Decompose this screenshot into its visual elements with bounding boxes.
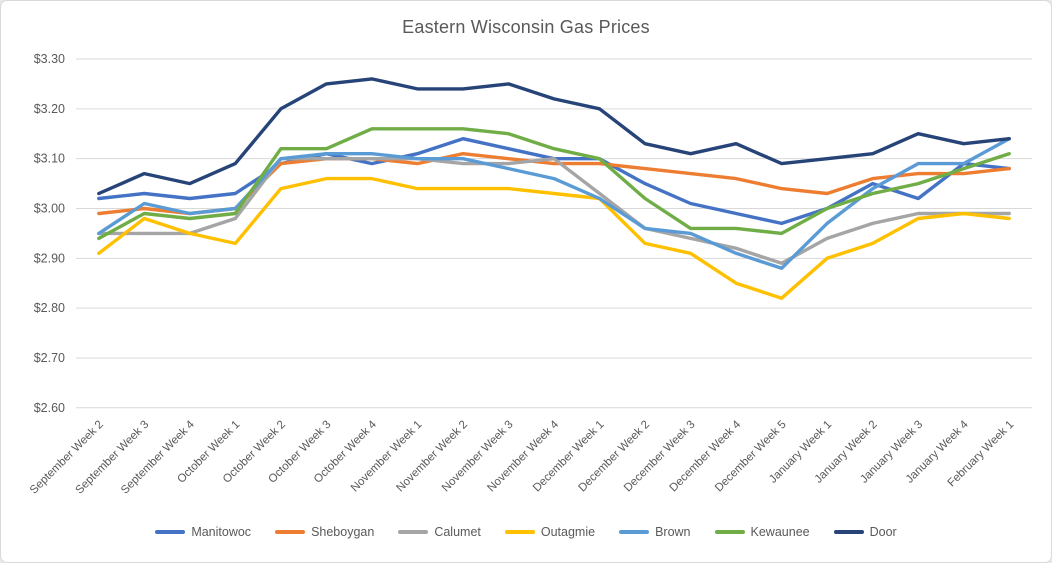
series-line-outagmie (97, 176, 1011, 300)
legend-item-door[interactable]: Door (833, 525, 897, 539)
legend-label: Manitowoc (191, 525, 252, 539)
legend-swatch-kewaunee (714, 530, 745, 534)
y-tick-label: $3.20 (34, 102, 65, 116)
legend-item-kewaunee[interactable]: Kewaunee (714, 525, 810, 539)
y-tick-label: $3.10 (34, 152, 65, 166)
y-tick-label: $2.60 (34, 401, 65, 415)
legend-label: Calumet (434, 525, 481, 539)
legend-swatch-manitowoc (155, 530, 186, 534)
legend-swatch-calumet (398, 530, 429, 534)
y-tick-label: $2.90 (34, 251, 65, 265)
legend: Manitowoc Sheboygan Calumet Outagmie Brown Ke… (1, 525, 1051, 539)
legend-label: Kewaunee (750, 525, 810, 539)
y-tick-label: $3.00 (34, 201, 65, 215)
legend-label: Brown (655, 525, 691, 539)
series-line-door (97, 77, 1011, 196)
legend-label: Door (869, 525, 897, 539)
legend-item-manitowoc[interactable]: Manitowoc (155, 525, 251, 539)
x-tick-label: September Week 2 (28, 419, 106, 497)
legend-item-brown[interactable]: Brown (619, 525, 691, 539)
series-line-calumet (97, 156, 1011, 265)
series-line-kewaunee (97, 127, 1011, 241)
legend-swatch-outagmie (504, 530, 535, 534)
legend-swatch-sheboygan (275, 530, 306, 534)
y-tick-label: $2.80 (34, 301, 65, 315)
legend-item-outagmie[interactable]: Outagmie (504, 525, 596, 539)
y-tick-label: $2.70 (34, 351, 65, 365)
chart-title: Eastern Wisconsin Gas Prices (402, 17, 650, 37)
y-tick-label: $3.30 (34, 52, 65, 66)
legend-label: Outagmie (540, 525, 596, 539)
legend-label: Sheboygan (311, 525, 375, 539)
legend-swatch-door (833, 530, 864, 534)
legend-item-calumet[interactable]: Calumet (398, 525, 481, 539)
legend-swatch-brown (619, 530, 650, 534)
legend-item-sheboygan[interactable]: Sheboygan (275, 525, 374, 539)
